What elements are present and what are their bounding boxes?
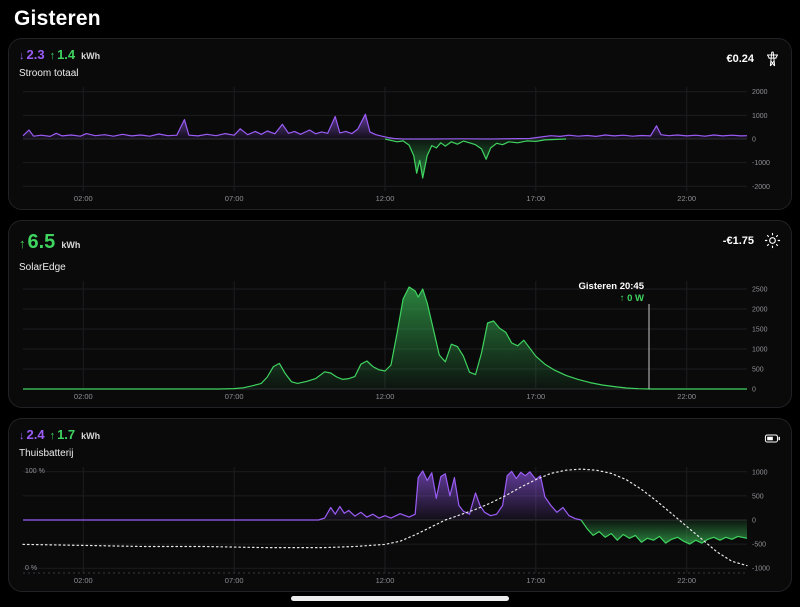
arrow-up-icon: ↑	[19, 236, 26, 251]
page-title: Gisteren	[14, 7, 101, 30]
svg-text:2000: 2000	[752, 307, 768, 314]
svg-text:-2000: -2000	[752, 184, 770, 191]
stats-line: ↓ 2.3 ↑ 1.4 kWh	[19, 47, 100, 64]
card-header: ↑ 6.5 kWh SolarEdge -€1.75	[19, 229, 781, 275]
svg-text:2500: 2500	[752, 287, 768, 294]
unit-label: kWh	[61, 240, 81, 250]
svg-text:0: 0	[752, 387, 756, 394]
svg-text:17:00: 17:00	[526, 194, 545, 203]
card-solaredge: ↑ 6.5 kWh SolarEdge -€1.75 2500 2000 1500 1…	[8, 220, 792, 408]
svg-text:0: 0	[752, 518, 756, 525]
card-thuisbatterij: ↓ 2.4 ↑ 1.7 kWh Thuisbatterij	[8, 418, 792, 592]
svg-text:22:00: 22:00	[677, 392, 696, 401]
cards-container: ↓ 2.3 ↑ 1.4 kWh Stroom totaal €0.24	[0, 38, 800, 592]
export-stat: ↑ 1.4	[50, 47, 76, 64]
svg-text:02:00: 02:00	[74, 576, 93, 585]
charge-value: 2.4	[26, 427, 45, 442]
svg-text:07:00: 07:00	[225, 576, 244, 585]
svg-text:2000: 2000	[752, 89, 768, 96]
svg-text:-500: -500	[752, 542, 766, 549]
svg-text:-1000: -1000	[752, 566, 770, 573]
sun-icon	[764, 232, 781, 249]
svg-text:12:00: 12:00	[376, 194, 395, 203]
svg-text:07:00: 07:00	[225, 392, 244, 401]
svg-text:1000: 1000	[752, 469, 768, 476]
svg-text:22:00: 22:00	[677, 194, 696, 203]
svg-text:17:00: 17:00	[526, 576, 545, 585]
svg-text:1000: 1000	[752, 347, 768, 354]
stats-line: ↑ 6.5 kWh	[19, 229, 80, 258]
card-title: Stroom totaal	[19, 68, 79, 79]
svg-text:1500: 1500	[752, 327, 768, 334]
card-title: SolarEdge	[19, 262, 66, 273]
export-value: 1.4	[57, 47, 76, 62]
production-stat: ↑ 6.5	[19, 229, 55, 257]
arrow-up-icon: ↑	[49, 430, 56, 442]
cost-value: €0.24	[726, 52, 754, 65]
home-indicator[interactable]	[291, 596, 509, 601]
card-stroom-totaal: ↓ 2.3 ↑ 1.4 kWh Stroom totaal €0.24	[8, 38, 792, 210]
svg-text:22:00: 22:00	[677, 576, 696, 585]
solaredge-chart[interactable]: 2500 2000 1500 1000 500 0 02:00 07:00 12:00 17:00…	[19, 277, 781, 403]
arrow-down-icon: ↓	[19, 430, 25, 442]
card-header: ↓ 2.4 ↑ 1.7 kWh Thuisbatterij	[19, 427, 781, 461]
arrow-up-icon: ↑	[49, 50, 56, 62]
import-value: 2.3	[26, 47, 45, 62]
production-value: 6.5	[27, 231, 56, 253]
svg-text:07:00: 07:00	[225, 194, 244, 203]
svg-text:0 %: 0 %	[25, 565, 37, 572]
unit-label: kWh	[81, 431, 101, 441]
svg-text:1000: 1000	[752, 113, 768, 120]
charge-stat: ↓ 2.4	[19, 427, 45, 444]
svg-text:-1000: -1000	[752, 160, 770, 167]
stroom-totaal-chart[interactable]: 2000 1000 0 -1000 -2000 02:00 07:00 12:00 17:00 2…	[19, 83, 781, 205]
svg-text:02:00: 02:00	[74, 194, 93, 203]
svg-text:100 %: 100 %	[25, 468, 45, 475]
pylon-icon	[764, 50, 781, 67]
stats-line: ↓ 2.4 ↑ 1.7 kWh	[19, 427, 100, 444]
svg-text:↑ 0 W: ↑ 0 W	[620, 293, 644, 304]
svg-text:17:00: 17:00	[526, 392, 545, 401]
svg-text:500: 500	[752, 367, 764, 374]
battery-icon	[764, 430, 781, 447]
card-header: ↓ 2.3 ↑ 1.4 kWh Stroom totaal €0.24	[19, 47, 781, 81]
svg-text:02:00: 02:00	[74, 392, 93, 401]
discharge-stat: ↑ 1.7	[50, 427, 76, 444]
svg-text:12:00: 12:00	[376, 392, 395, 401]
svg-text:12:00: 12:00	[376, 576, 395, 585]
import-stat: ↓ 2.3	[19, 47, 45, 64]
card-title: Thuisbatterij	[19, 448, 74, 459]
arrow-down-icon: ↓	[19, 50, 25, 62]
svg-text:500: 500	[752, 493, 764, 500]
unit-label: kWh	[81, 51, 101, 61]
svg-text:0: 0	[752, 137, 756, 144]
discharge-value: 1.7	[57, 427, 76, 442]
svg-text:Gisteren 20:45: Gisteren 20:45	[579, 281, 645, 292]
cost-value: -€1.75	[722, 234, 754, 247]
thuisbatterij-chart[interactable]: 1000 500 0 -500 -1000 02:00 07:00 12:00 17:00 22:…	[19, 463, 781, 587]
